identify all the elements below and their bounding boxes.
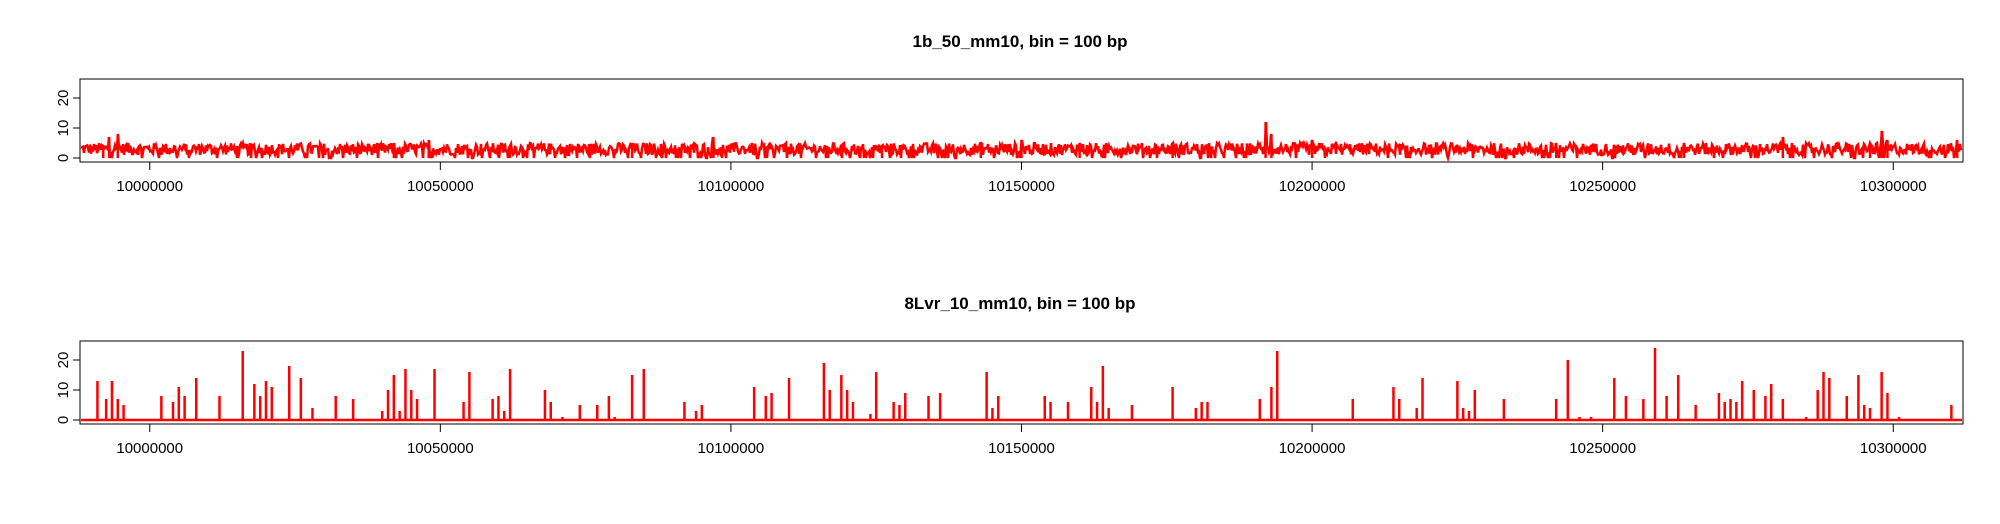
x-tick-label: 10100000	[698, 440, 765, 457]
chart-panel-8lvr-10-mm10: 8Lvr_10_mm10, bin = 100 bp 0 10 20 10000000…	[55, 294, 1964, 457]
chart-title: 1b_50_mm10, bin = 100 bp	[913, 32, 1128, 51]
y-tick-label: 20	[55, 90, 72, 107]
y-tick-label: 10	[55, 382, 72, 399]
x-tick-label: 10050000	[407, 440, 474, 457]
x-tick-label: 10200000	[1279, 178, 1346, 195]
x-tick-label: 10300000	[1860, 178, 1927, 195]
x-tick-label: 10300000	[1860, 440, 1927, 457]
x-tick-label: 10250000	[1569, 440, 1636, 457]
x-tick-label: 10100000	[698, 178, 765, 195]
x-tick-label: 10050000	[407, 178, 474, 195]
plot-area: 0 10 20 10000000 10050000 10100000 10150000 102…	[55, 78, 1964, 195]
y-tick-label: 0	[55, 154, 72, 162]
plot-frame	[79, 340, 1964, 425]
chart-panel-1b-50-mm10: 1b_50_mm10, bin = 100 bp 0 10 20 10000000 10…	[55, 32, 1964, 195]
chart-title: 8Lvr_10_mm10, bin = 100 bp	[904, 294, 1135, 313]
x-tick-label: 10000000	[116, 440, 183, 457]
plot-area: 0 10 20 10000000 10050000 10100000 10150000 102…	[55, 340, 1964, 457]
y-tick-label: 20	[55, 352, 72, 369]
x-tick-label: 10150000	[988, 440, 1055, 457]
y-tick-label: 10	[55, 120, 72, 137]
x-tick-label: 10250000	[1569, 178, 1636, 195]
x-tick-label: 10150000	[988, 178, 1055, 195]
y-tick-label: 0	[55, 416, 72, 424]
x-tick-label: 10200000	[1279, 440, 1346, 457]
x-tick-label: 10000000	[116, 178, 183, 195]
